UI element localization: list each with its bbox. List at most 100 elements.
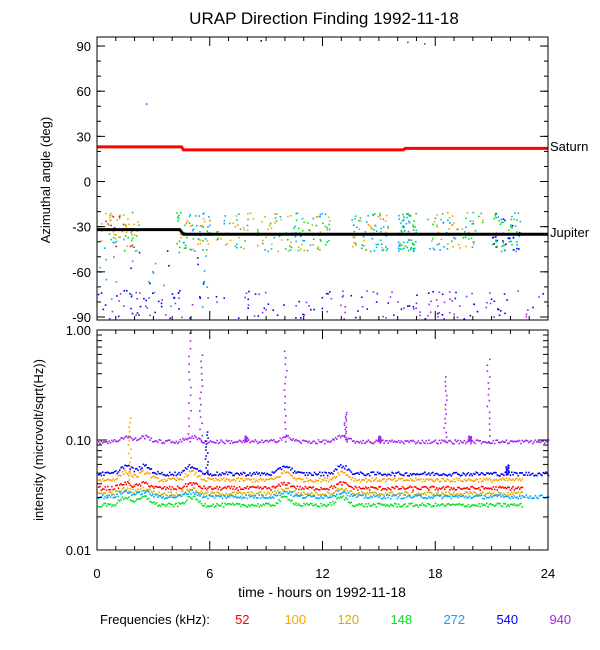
intensity-data-point [158, 486, 161, 488]
intensity-data-point [129, 472, 132, 475]
azimuth-data-point [145, 299, 147, 302]
intensity-data-point [445, 494, 447, 497]
azimuth-data-point [413, 308, 415, 310]
intensity-data-point [407, 495, 409, 497]
intensity-data-point [230, 440, 233, 442]
intensity-data-point [163, 478, 166, 481]
intensity-data-point [409, 477, 412, 480]
intensity-data-point [112, 496, 115, 499]
intensity-data-point [249, 479, 251, 481]
intensity-spike-point [188, 402, 190, 404]
intensity-data-point [401, 492, 404, 495]
azimuth-data-point [290, 246, 293, 249]
intensity-data-point [299, 504, 301, 507]
azimuth-data-point [181, 316, 183, 319]
intensity-plot-frame [96, 329, 549, 551]
intensity-data-point [429, 442, 432, 445]
intensity-data-point [228, 439, 230, 442]
intensity-data-point [165, 480, 167, 483]
intensity-spike-point [344, 416, 347, 418]
intensity-data-point [371, 504, 374, 506]
intensity-data-point [455, 495, 458, 497]
intensity-data-point [321, 497, 324, 499]
intensity-data-point [547, 439, 550, 441]
azimuth-data-point [112, 231, 115, 233]
intensity-data-point [388, 505, 391, 508]
azimuth-data-point [434, 217, 437, 220]
intensity-data-point [316, 442, 318, 445]
intensity-spike-point [444, 376, 447, 378]
intensity-spike-point [488, 399, 491, 402]
intensity-data-point [432, 505, 434, 507]
intensity-data-point [493, 488, 496, 491]
intensity-data-point [424, 442, 426, 445]
intensity-data-point [507, 479, 509, 482]
intensity-data-point [229, 487, 232, 490]
intensity-data-point [133, 501, 136, 504]
intensity-data-point [362, 487, 364, 490]
intensity-data-point [317, 497, 320, 500]
azimuth-data-point [113, 233, 116, 236]
intensity-data-point [374, 478, 376, 481]
azimuth-data-point [178, 251, 181, 254]
azimuth-data-point [112, 241, 115, 244]
intensity-data-point [517, 491, 520, 493]
azimuth-data-point [412, 224, 414, 227]
intensity-data-point [364, 503, 367, 505]
intensity-data-point [258, 441, 261, 444]
intensity-data-point [247, 439, 250, 441]
intensity-data-point [276, 494, 279, 497]
azimuth-data-point [449, 222, 451, 224]
intensity-data-point [251, 503, 254, 506]
intensity-data-point [253, 497, 255, 499]
intensity-data-point [496, 474, 499, 476]
azimuth-data-point [413, 249, 415, 252]
intensity-data-point [325, 488, 328, 490]
intensity-data-point [528, 441, 530, 444]
intensity-spike-point [284, 382, 286, 385]
azimuth-data-point [301, 243, 303, 246]
intensity-data-point [530, 439, 533, 442]
intensity-data-point [253, 478, 255, 480]
intensity-data-point [464, 480, 467, 482]
azimuth-data-point [456, 316, 459, 319]
intensity-y-label: intensity (microvolt/sqrt(Hz)) [31, 359, 46, 521]
intensity-data-point [508, 496, 510, 499]
intensity-data-point [192, 495, 195, 498]
intensity-spike-point [343, 422, 346, 424]
azimuth-data-point [269, 222, 272, 225]
intensity-data-point [201, 491, 204, 494]
intensity-data-point [313, 495, 316, 498]
intensity-data-point [291, 491, 293, 494]
intensity-data-point [383, 503, 385, 506]
intensity-data-point [468, 491, 471, 493]
intensity-data-point [176, 485, 179, 488]
intensity-data-point [329, 486, 332, 488]
intensity-data-point [142, 435, 145, 438]
azimuth-data-point [419, 311, 421, 313]
intensity-tick-label: 1.00 [66, 323, 91, 338]
azimuth-data-point [495, 216, 497, 219]
intensity-tick-label: 0.01 [66, 543, 91, 558]
intensity-data-point [391, 471, 393, 474]
azimuth-data-point [295, 317, 297, 319]
intensity-spike-point [468, 437, 471, 439]
intensity-data-point [362, 494, 364, 496]
intensity-data-point [412, 491, 414, 493]
intensity-data-point [371, 471, 374, 474]
intensity-data-point [329, 472, 332, 475]
intensity-data-point [280, 488, 283, 491]
intensity-data-point [378, 496, 380, 499]
azimuth-data-point [215, 295, 218, 298]
azimuth-data-point [122, 223, 125, 226]
azimuth-data-point [135, 314, 137, 316]
intensity-data-point [118, 469, 121, 471]
intensity-data-point [234, 488, 237, 491]
azimuth-data-point [387, 227, 389, 230]
intensity-data-point [295, 493, 297, 496]
azimuth-data-point [322, 222, 324, 225]
intensity-data-point [229, 480, 232, 483]
intensity-data-point [376, 480, 379, 483]
intensity-data-point [234, 441, 237, 443]
intensity-data-point [479, 478, 482, 480]
